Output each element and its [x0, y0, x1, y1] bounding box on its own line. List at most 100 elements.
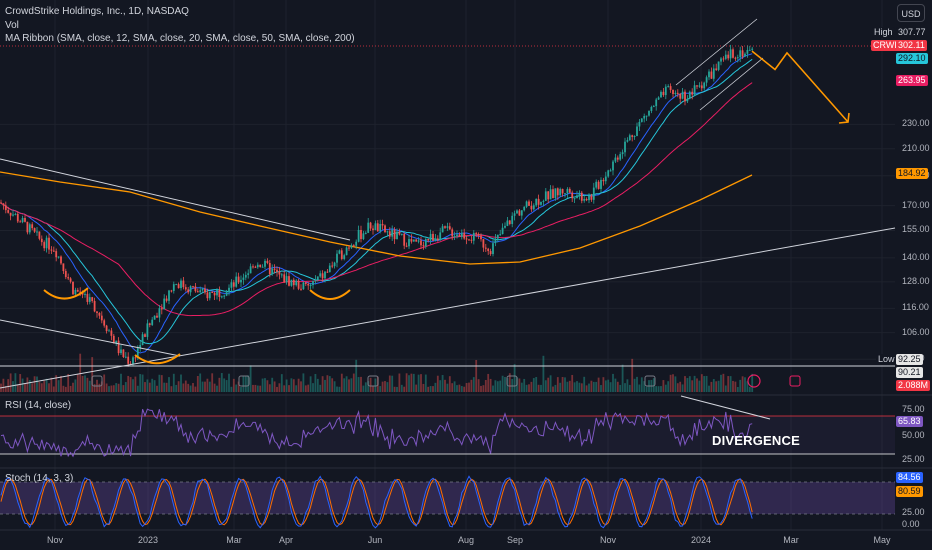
candle-body: [638, 121, 641, 127]
candle-body: [439, 232, 442, 241]
candle-body: [64, 271, 67, 278]
volume-bar: [556, 377, 559, 392]
candle-body: [715, 68, 718, 70]
candle-body: [645, 115, 648, 117]
candle-body: [686, 98, 689, 102]
candle-body: [549, 189, 552, 200]
candle-body: [391, 229, 394, 237]
volume-bar: [403, 386, 406, 392]
volume-bar: [336, 386, 338, 392]
candle-body: [72, 281, 74, 295]
stoch-d-tag: 80.59: [896, 486, 923, 497]
volume-bars: [0, 353, 754, 392]
volume-bar: [283, 385, 286, 392]
candle-body: [578, 192, 581, 196]
volume-bar: [57, 380, 60, 392]
candle-body: [494, 238, 497, 244]
volume-bar: [511, 378, 514, 392]
volume-bar: [388, 375, 391, 392]
candle-body: [283, 274, 286, 283]
ma-ribbon-legend[interactable]: MA Ribbon (SMA, close, 12, SMA, close, 2…: [5, 33, 355, 44]
candle-body: [480, 235, 482, 240]
candle-body: [657, 97, 660, 100]
volume-bar: [168, 377, 170, 392]
volume-bar: [333, 381, 336, 392]
volume-bar: [468, 382, 470, 392]
candle-body: [667, 86, 670, 88]
volume-bar: [60, 375, 62, 392]
symbol-legend: CrowdStrike Holdings, Inc., 1D, NASDAQ: [5, 6, 189, 17]
volume-bar: [136, 385, 139, 392]
volume-bar: [189, 385, 192, 392]
candle-body: [388, 231, 391, 237]
volume-bar: [580, 383, 583, 392]
candle-body: [0, 202, 2, 204]
candle-body: [288, 276, 290, 286]
candle-body: [307, 284, 310, 286]
candle-body: [720, 58, 722, 62]
low-label: Low: [876, 354, 897, 365]
candle-body: [441, 226, 444, 233]
candle-body: [79, 291, 82, 293]
candle-body: [256, 264, 259, 268]
dividend-marker: [747, 374, 761, 388]
candle-body: [688, 91, 691, 99]
candle-body: [146, 323, 149, 337]
candle-body: [170, 290, 173, 292]
price-tick-label: 116.00: [902, 302, 929, 313]
candle-body: [108, 330, 110, 332]
volume-bar: [105, 383, 108, 392]
volume-bar: [559, 382, 562, 392]
volume-bar: [432, 386, 434, 392]
volume-bar: [180, 374, 182, 392]
candle-body: [405, 245, 408, 247]
candle-body: [2, 203, 5, 206]
candle-body: [460, 232, 463, 237]
candle-body: [264, 260, 266, 267]
candle-body: [228, 287, 230, 293]
divergence-annotation: DIVERGENCE: [712, 433, 800, 448]
volume-bar: [386, 382, 389, 392]
candle-body: [679, 93, 682, 99]
candle-body: [50, 249, 53, 251]
volume-bar: [604, 380, 607, 392]
volume-bar: [472, 377, 475, 392]
volume-bar: [79, 353, 82, 392]
volume-bar: [578, 382, 581, 392]
volume-bar: [417, 374, 420, 392]
candle-body: [559, 188, 562, 196]
volume-bar: [501, 375, 504, 392]
volume-bar: [319, 384, 322, 392]
candle-body: [374, 223, 377, 231]
candle-body: [28, 224, 31, 233]
earnings-marker: [644, 375, 656, 387]
candle-body: [664, 86, 667, 96]
candle-body: [295, 280, 298, 286]
candle-body: [470, 239, 473, 241]
rsi-legend[interactable]: RSI (14, close): [5, 400, 72, 411]
volume-bar: [108, 386, 110, 392]
volume-bar: [573, 382, 576, 392]
rsi-line: [0, 408, 753, 458]
candle-body: [52, 250, 55, 252]
candle-body: [16, 213, 19, 222]
candle-body: [415, 239, 418, 242]
volume-bar: [676, 383, 679, 392]
volume-bar: [326, 375, 329, 392]
volume-bar: [9, 373, 12, 392]
stoch-legend[interactable]: Stoch (14, 3, 3): [5, 473, 74, 484]
volume-bar: [619, 384, 622, 392]
volume-bar: [607, 379, 610, 392]
candle-body: [744, 53, 746, 57]
volume-bar: [427, 386, 430, 392]
volume-bar: [640, 377, 643, 392]
volume-bar: [652, 378, 655, 392]
candle-body: [696, 85, 698, 87]
candle-body: [328, 265, 331, 273]
currency-selector[interactable]: USD: [897, 4, 925, 22]
candle-body: [259, 264, 262, 267]
candle-body: [88, 297, 91, 302]
candle-body: [343, 255, 346, 259]
candle-body: [348, 247, 350, 249]
